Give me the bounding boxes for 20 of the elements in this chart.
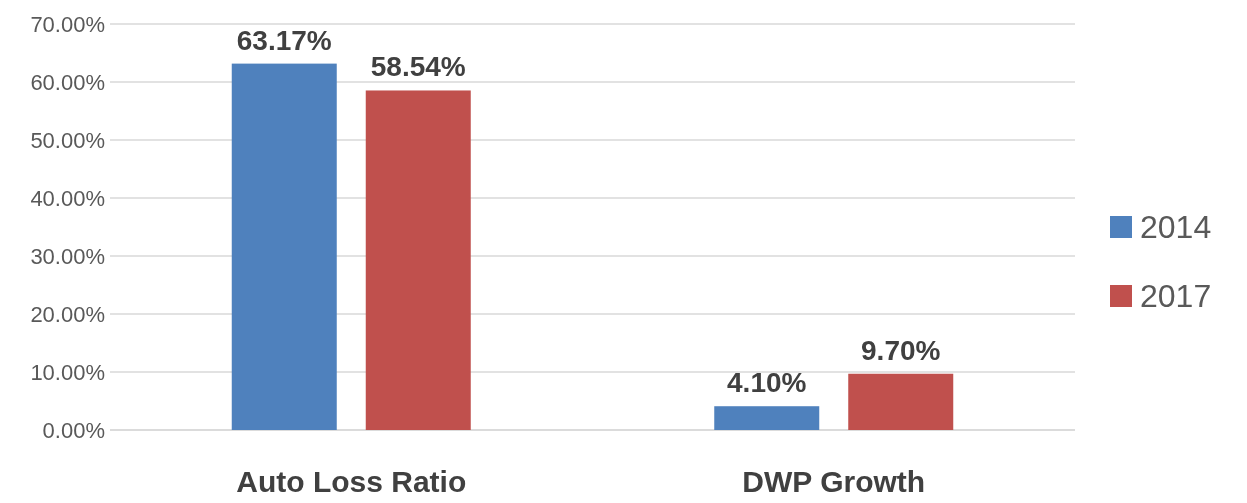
x-tick-label: DWP Growth (742, 465, 926, 498)
data-label: 63.17% (236, 24, 332, 56)
x-tick-label: Auto Loss Ratio (236, 465, 467, 498)
y-tick-label: 70.00% (30, 11, 105, 37)
bar (848, 373, 954, 430)
y-tick-label: 50.00% (30, 127, 105, 153)
y-tick-label: 40.00% (30, 185, 105, 211)
y-tick-label: 20.00% (30, 301, 105, 327)
data-label: 9.70% (861, 334, 941, 366)
bar (365, 90, 471, 430)
bar (714, 406, 820, 430)
bar (231, 63, 337, 430)
y-tick-label: 0.00% (42, 417, 105, 443)
legend-label: 2017 (1140, 278, 1212, 315)
data-label: 58.54% (370, 51, 466, 83)
y-tick-label: 60.00% (30, 69, 105, 95)
data-label: 4.10% (727, 367, 807, 399)
y-tick-label: 10.00% (30, 359, 105, 385)
legend-label: 2014 (1140, 209, 1212, 246)
y-tick-label: 30.00% (30, 243, 105, 269)
